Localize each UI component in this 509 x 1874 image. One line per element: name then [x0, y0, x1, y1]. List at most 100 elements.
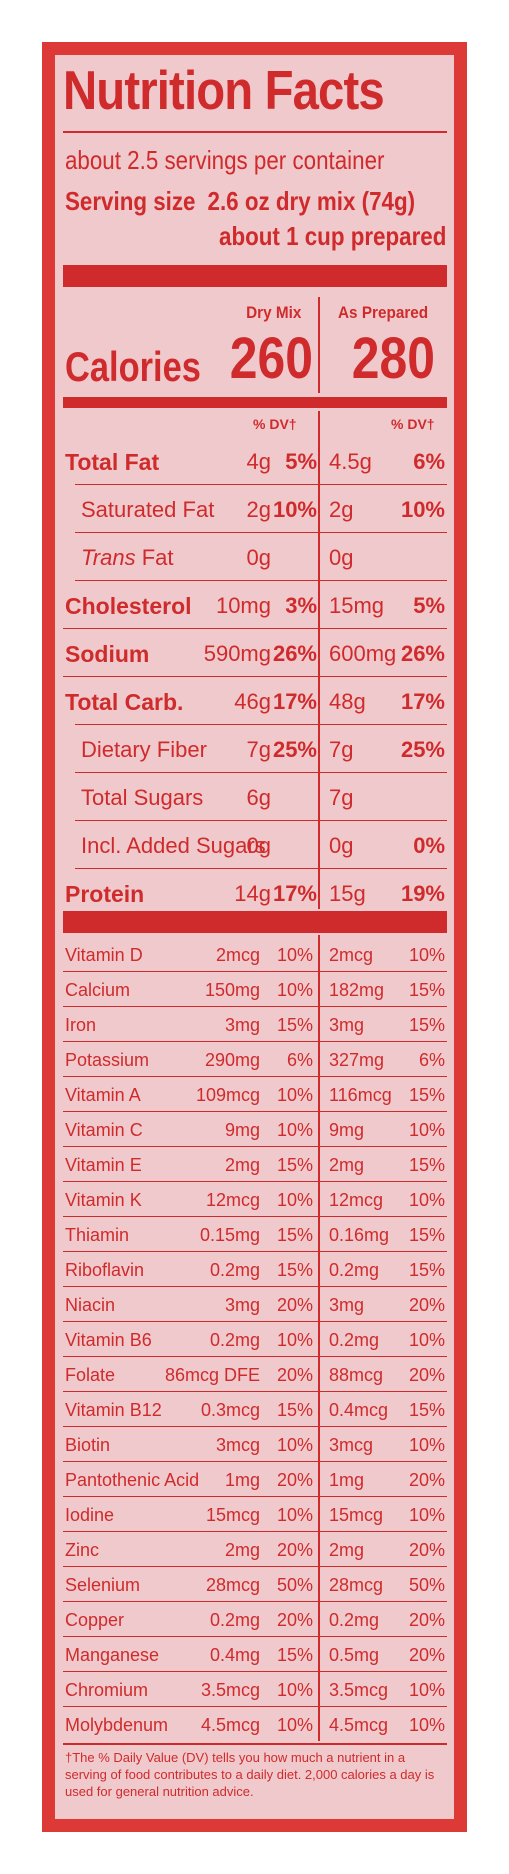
- row-divider: [63, 1636, 447, 1637]
- nutrient-row: Total Fat 4g 5% 4.5g 6%: [63, 437, 447, 485]
- micronutrient-name: Calcium: [65, 980, 131, 1000]
- prepared-amount: 327mg: [329, 1050, 385, 1070]
- nutrient-row: Saturated Fat 2g 10% 2g 10%: [63, 485, 447, 533]
- prepared-daily-value: 10%: [408, 1680, 445, 1700]
- calories-prepared: 280: [351, 326, 436, 391]
- dry-daily-value: 10%: [276, 1680, 313, 1700]
- micronutrient-row: Copper 0.2mg 20% 0.2mg 20%: [63, 1602, 447, 1637]
- dry-amount: 9mg: [224, 1120, 260, 1140]
- prepared-daily-value: 26%: [400, 641, 445, 666]
- dry-amount: 3.5mcg: [200, 1680, 260, 1700]
- serving-size-value: 2.6 oz dry mix (74g): [207, 186, 416, 216]
- prepared-amount: 4.5g: [329, 449, 372, 474]
- nutrient-row: Total Carb. 46g 17% 48g 17%: [63, 677, 447, 725]
- micronutrient-name: Iodine: [65, 1505, 115, 1525]
- prepared-amount: 182mg: [329, 980, 385, 1000]
- prepared-amount: 2mg: [329, 1155, 365, 1175]
- nutrient-name: Dietary Fiber: [81, 737, 207, 762]
- micronutrient-name: Vitamin C: [65, 1120, 143, 1140]
- micronutrient-row: Molybdenum 4.5mcg 10% 4.5mcg 10%: [63, 1707, 447, 1742]
- dry-amount: 7g: [246, 737, 271, 762]
- micronutrient-row: Manganese 0.4mg 15% 0.5mg 20%: [63, 1637, 447, 1672]
- micronutrient-name: Riboflavin: [65, 1260, 145, 1280]
- row-divider: [63, 1391, 447, 1392]
- micronutrient-name: Thiamin: [65, 1225, 130, 1245]
- dry-daily-value: 15%: [276, 1155, 313, 1175]
- micronutrient-name: Pantothenic Acid: [65, 1470, 200, 1490]
- dry-amount: 3mg: [224, 1015, 260, 1035]
- row-divider: [75, 724, 447, 725]
- dry-amount: 3mcg: [215, 1435, 260, 1455]
- dry-amount: 0g: [246, 833, 271, 858]
- prepared-amount: 1mg: [329, 1470, 365, 1490]
- dry-daily-value: 10%: [276, 1120, 313, 1140]
- dry-daily-value: 15%: [276, 1260, 313, 1280]
- prepared-amount: 48g: [329, 689, 366, 714]
- prepared-amount: 15g: [329, 881, 366, 906]
- dry-amount: 6g: [246, 785, 271, 810]
- dry-amount: 150mg: [204, 980, 260, 1000]
- nutrition-facts-title: Nutrition Facts: [63, 59, 385, 121]
- prepared-amount: 2mg: [329, 1540, 365, 1560]
- row-divider: [63, 1041, 447, 1042]
- medium-divider: [63, 397, 447, 408]
- micronutrient-row: Vitamin B12 0.3mcg 15% 0.4mcg 15%: [63, 1392, 447, 1427]
- daily-value-footnote: †The % Daily Value (DV) tells you how mu…: [65, 1750, 435, 1799]
- micronutrient-name: Vitamin E: [65, 1155, 142, 1175]
- dry-daily-value: 6%: [286, 1050, 313, 1070]
- row-divider: [63, 1251, 447, 1252]
- dry-amount: 0.2mg: [209, 1330, 260, 1350]
- nutrient-row: Trans Fat 0g 0g: [63, 533, 447, 581]
- row-divider: [63, 1286, 447, 1287]
- micronutrient-row: Biotin 3mcg 10% 3mcg 10%: [63, 1427, 447, 1462]
- prepared-amount: 15mg: [329, 593, 385, 618]
- nutrient-name: Cholesterol: [65, 593, 192, 619]
- nutrient-row: Protein 14g 17% 15g 19%: [63, 869, 447, 917]
- prepared-amount: 15mcg: [329, 1505, 384, 1525]
- dry-daily-value: 10%: [276, 1190, 313, 1210]
- nutrient-row: Sodium 590mg 26% 600mg 26%: [63, 629, 447, 677]
- nutrient-name: Incl. Added Sugars: [81, 833, 266, 858]
- prepared-daily-value: 17%: [400, 689, 445, 714]
- micronutrient-row: Vitamin D 2mcg 10% 2mcg 10%: [63, 937, 447, 972]
- row-divider: [75, 484, 447, 485]
- micronutrient-row: Iron 3mg 15% 3mg 15%: [63, 1007, 447, 1042]
- micronutrient-name: Vitamin D: [65, 945, 143, 965]
- row-divider: [63, 1356, 447, 1357]
- calories-dry: 260: [229, 326, 314, 391]
- micronutrient-row: Vitamin E 2mg 15% 2mg 15%: [63, 1147, 447, 1182]
- thick-divider: [63, 911, 447, 933]
- micronutrient-row: Vitamin C 9mg 10% 9mg 10%: [63, 1112, 447, 1147]
- prepared-amount: 7g: [329, 785, 354, 810]
- prepared-daily-value: 10%: [408, 1120, 445, 1140]
- dry-daily-value: 50%: [276, 1575, 313, 1595]
- column-divider: [318, 935, 320, 1741]
- row-divider: [75, 772, 447, 773]
- dry-amount: 12mcg: [205, 1190, 260, 1210]
- column-header-as-prepared: As Prepared: [338, 303, 429, 322]
- prepared-daily-value: 10%: [408, 1505, 445, 1525]
- micronutrient-name: Vitamin K: [65, 1190, 142, 1210]
- prepared-daily-value: 10%: [400, 497, 445, 522]
- prepared-daily-value: 6%: [418, 1050, 445, 1070]
- prepared-amount: 0.4mcg: [329, 1400, 389, 1420]
- prepared-amount: 0g: [329, 833, 354, 858]
- row-divider: [75, 820, 447, 821]
- column-header-dry-mix: Dry Mix: [246, 303, 302, 322]
- dry-daily-value: 10%: [276, 980, 313, 1000]
- dry-daily-value: 5%: [285, 449, 317, 474]
- dry-daily-value: 3%: [285, 593, 317, 618]
- prepared-daily-value: 15%: [408, 1260, 445, 1280]
- prepared-daily-value: 15%: [408, 980, 445, 1000]
- micronutrient-row: Niacin 3mg 20% 3mg 20%: [63, 1287, 447, 1322]
- prepared-amount: 9mg: [329, 1120, 365, 1140]
- dry-daily-value: 15%: [276, 1645, 313, 1665]
- micronutrient-name: Biotin: [65, 1435, 111, 1455]
- prepared-daily-value: 10%: [408, 945, 445, 965]
- prepared-daily-value: 10%: [408, 1435, 445, 1455]
- micronutrient-row: Thiamin 0.15mg 15% 0.16mg 15%: [63, 1217, 447, 1252]
- dry-daily-value: 10%: [276, 945, 313, 965]
- row-divider: [63, 1601, 447, 1602]
- divider: [63, 131, 447, 133]
- dry-daily-value: 10%: [276, 1505, 313, 1525]
